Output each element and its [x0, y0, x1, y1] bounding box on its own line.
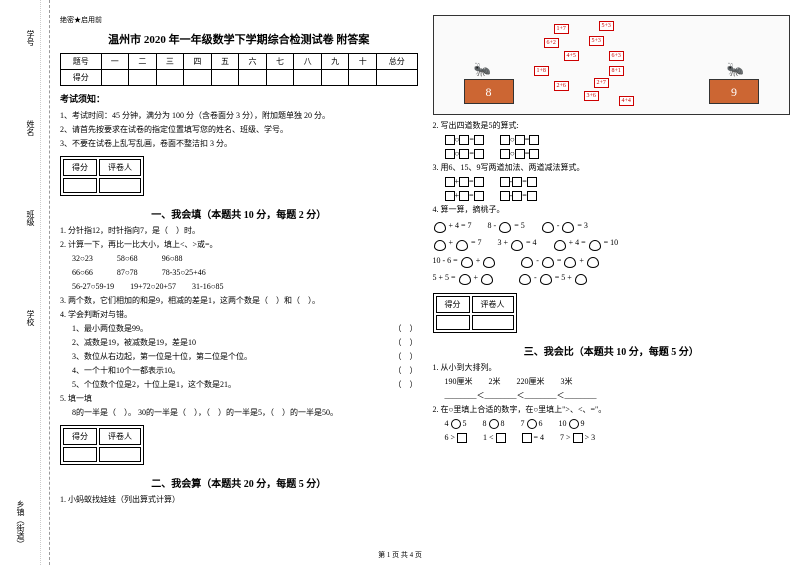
right-column: 🐜 🐜 8 9 1+7 5+3 6+2 5+3 4+5 6+3 8+1 1+8 …	[433, 15, 791, 550]
s3-q2: 2. 在○里填上合适的数字，在○里填上">、<、="。	[433, 404, 791, 416]
instruction-item: 1、考试时间：45 分钟，满分为 100 分（含卷面分 3 分），附加题单独 2…	[60, 110, 418, 122]
binding-margin: 学号 姓名 班级 学校 乡镇（街道）	[0, 0, 50, 565]
peach-row: + 4 = 7 8 - = 5 - = 3	[433, 219, 791, 233]
q5: 5. 填一填	[60, 393, 418, 405]
ant-illustration: 🐜 🐜 8 9 1+7 5+3 6+2 5+3 4+5 6+3 8+1 1+8 …	[433, 15, 791, 115]
margin-label: 姓名	[25, 120, 36, 136]
s2-q1: 1. 小蚂蚁找娃娃（列出算式计算）	[60, 494, 418, 506]
q4: 4. 学会判断对与错。	[60, 309, 418, 321]
q1: 1. 分针指12，时针指向7，是（ ）时。	[60, 225, 418, 237]
instruction-item: 2、请首先按要求在试卷的指定位置填写您的姓名、班级、学号。	[60, 124, 418, 136]
peach-row: 5 + 5 = + - = 5 +	[433, 271, 791, 285]
peach-row: 10 - 6 = + - = +	[433, 254, 791, 268]
instruction-item: 3、不要在试卷上乱写乱画，卷面不整洁扣 3 分。	[60, 138, 418, 150]
margin-label: 学校	[25, 310, 36, 326]
s2-q4: 4. 算一算，摘桃子。	[433, 204, 791, 216]
margin-label: 班级	[25, 210, 36, 226]
margin-label: 乡镇（街道）	[15, 500, 26, 548]
ant-icon: 🐜	[727, 62, 744, 79]
instructions-header: 考试须知：	[60, 92, 418, 105]
exam-title: 温州市 2020 年一年级数学下学期综合检测试卷 附答案	[60, 31, 418, 47]
section2-title: 二、我会算（本题共 20 分，每题 5 分）	[60, 475, 418, 490]
page-content: 绝密★启用前 温州市 2020 年一年级数学下学期综合检测试卷 附答案 题号 一…	[50, 0, 800, 565]
q3: 3. 两个数，它们相加的和是9，相减的差是1，这两个数是（ ）和（ ）。	[60, 295, 418, 307]
score-mini-box: 得分评卷人	[60, 156, 144, 196]
secret-label: 绝密★启用前	[60, 15, 418, 25]
ant-icon: 🐜	[474, 62, 491, 79]
peach-row: + = 7 3 + = 4 + 4 = = 10	[433, 236, 791, 250]
score-mini-box: 得分评卷人	[60, 425, 144, 465]
s2-q2: 2. 写出四道数是5的算式:	[433, 120, 791, 132]
score-mini-box: 得分评卷人	[433, 293, 517, 333]
score-table: 题号 一 二 三 四 五 六 七 八 九 十 总分 得分	[60, 53, 418, 86]
left-column: 绝密★启用前 温州市 2020 年一年级数学下学期综合检测试卷 附答案 题号 一…	[60, 15, 418, 550]
s2-q3: 3. 用6、15、9写两道加法、两道减法算式。	[433, 162, 791, 174]
margin-label: 学号	[25, 30, 36, 46]
s3-q1: 1. 从小到大排列。	[433, 362, 791, 374]
section1-title: 一、我会填（本题共 10 分，每题 2 分）	[60, 206, 418, 221]
block-9: 9	[709, 79, 759, 104]
section3-title: 三、我会比（本题共 10 分，每题 5 分）	[433, 343, 791, 358]
q2: 2. 计算一下，再比一比大小，填上<、>或=。	[60, 239, 418, 251]
block-8: 8	[464, 79, 514, 104]
page-footer: 第 1 页 共 4 页	[378, 550, 422, 560]
